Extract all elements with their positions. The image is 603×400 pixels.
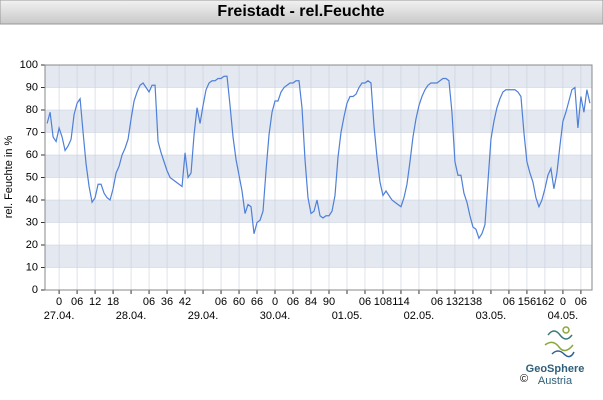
data-line: [46, 75, 591, 240]
y-tick-label: 20: [26, 239, 38, 251]
plot-frame: [44, 64, 593, 291]
band: [45, 110, 592, 133]
y-tick-label: 40: [26, 194, 38, 206]
title-banner: [0, 0, 603, 25]
y-tick-label: 100: [20, 59, 38, 71]
date-label: 30.04.: [260, 310, 291, 322]
x-tick-label: 06: [287, 296, 299, 308]
band: [45, 155, 592, 178]
x-tick-label: 36: [161, 296, 173, 308]
x-tick-label: 108: [374, 296, 392, 308]
x-tick-label: 156: [518, 296, 536, 308]
brand-name: GeoSphere: [526, 363, 585, 375]
date-label: 03.05.: [476, 310, 507, 322]
x-tick-label: 66: [251, 296, 263, 308]
x-tick-label: 06: [503, 296, 515, 308]
x-tick-label: 162: [536, 296, 554, 308]
x-tick-label: 42: [179, 296, 191, 308]
y-tick-label: 80: [26, 104, 38, 116]
x-tick-label: 138: [464, 296, 482, 308]
date-label: 27.04.: [44, 310, 75, 322]
brand-sub: Austria: [538, 375, 573, 387]
x-tick-label: 06: [575, 296, 587, 308]
date-label: 04.05.: [548, 310, 579, 322]
x-tick-label: 12: [89, 296, 101, 308]
logo: GeoSphere Austria ©: [520, 326, 585, 387]
y-axis-label: rel. Feuchte in %: [3, 136, 15, 219]
x-tick-label: 06: [71, 296, 83, 308]
x-tick-label: 60: [233, 296, 245, 308]
y-tick-label: 60: [26, 149, 38, 161]
x-tick-label: 06: [359, 296, 371, 308]
y-tick-label: 30: [26, 216, 38, 228]
y-tick-label: 70: [26, 126, 38, 138]
copyright: ©: [520, 373, 528, 385]
band: [45, 245, 592, 268]
y-tick-label: 0: [32, 284, 38, 296]
x-tick-label: 0: [272, 296, 278, 308]
x-tick-label: 06: [431, 296, 443, 308]
x-tick-label: 90: [323, 296, 335, 308]
y-tick-label: 50: [26, 171, 38, 183]
x-tick-label: 132: [446, 296, 464, 308]
x-tick-label: 114: [392, 296, 410, 308]
x-tick-label: 84: [305, 296, 317, 308]
x-tick-label: 0: [560, 296, 566, 308]
date-label: 02.05.: [404, 310, 435, 322]
band: [45, 200, 592, 223]
date-label: 01.05.: [332, 310, 363, 322]
x-tick-label: 06: [143, 296, 155, 308]
y-tick-label: 90: [26, 81, 38, 93]
x-tick-label: 18: [107, 296, 119, 308]
date-label: 28.04.: [116, 310, 147, 322]
chart-title: Freistadt - rel.Feuchte: [217, 3, 384, 20]
x-tick-label: 06: [215, 296, 227, 308]
y-tick-label: 10: [26, 261, 38, 273]
date-label: 29.04.: [188, 310, 219, 322]
x-tick-label: 0: [56, 296, 62, 308]
band: [45, 65, 592, 88]
